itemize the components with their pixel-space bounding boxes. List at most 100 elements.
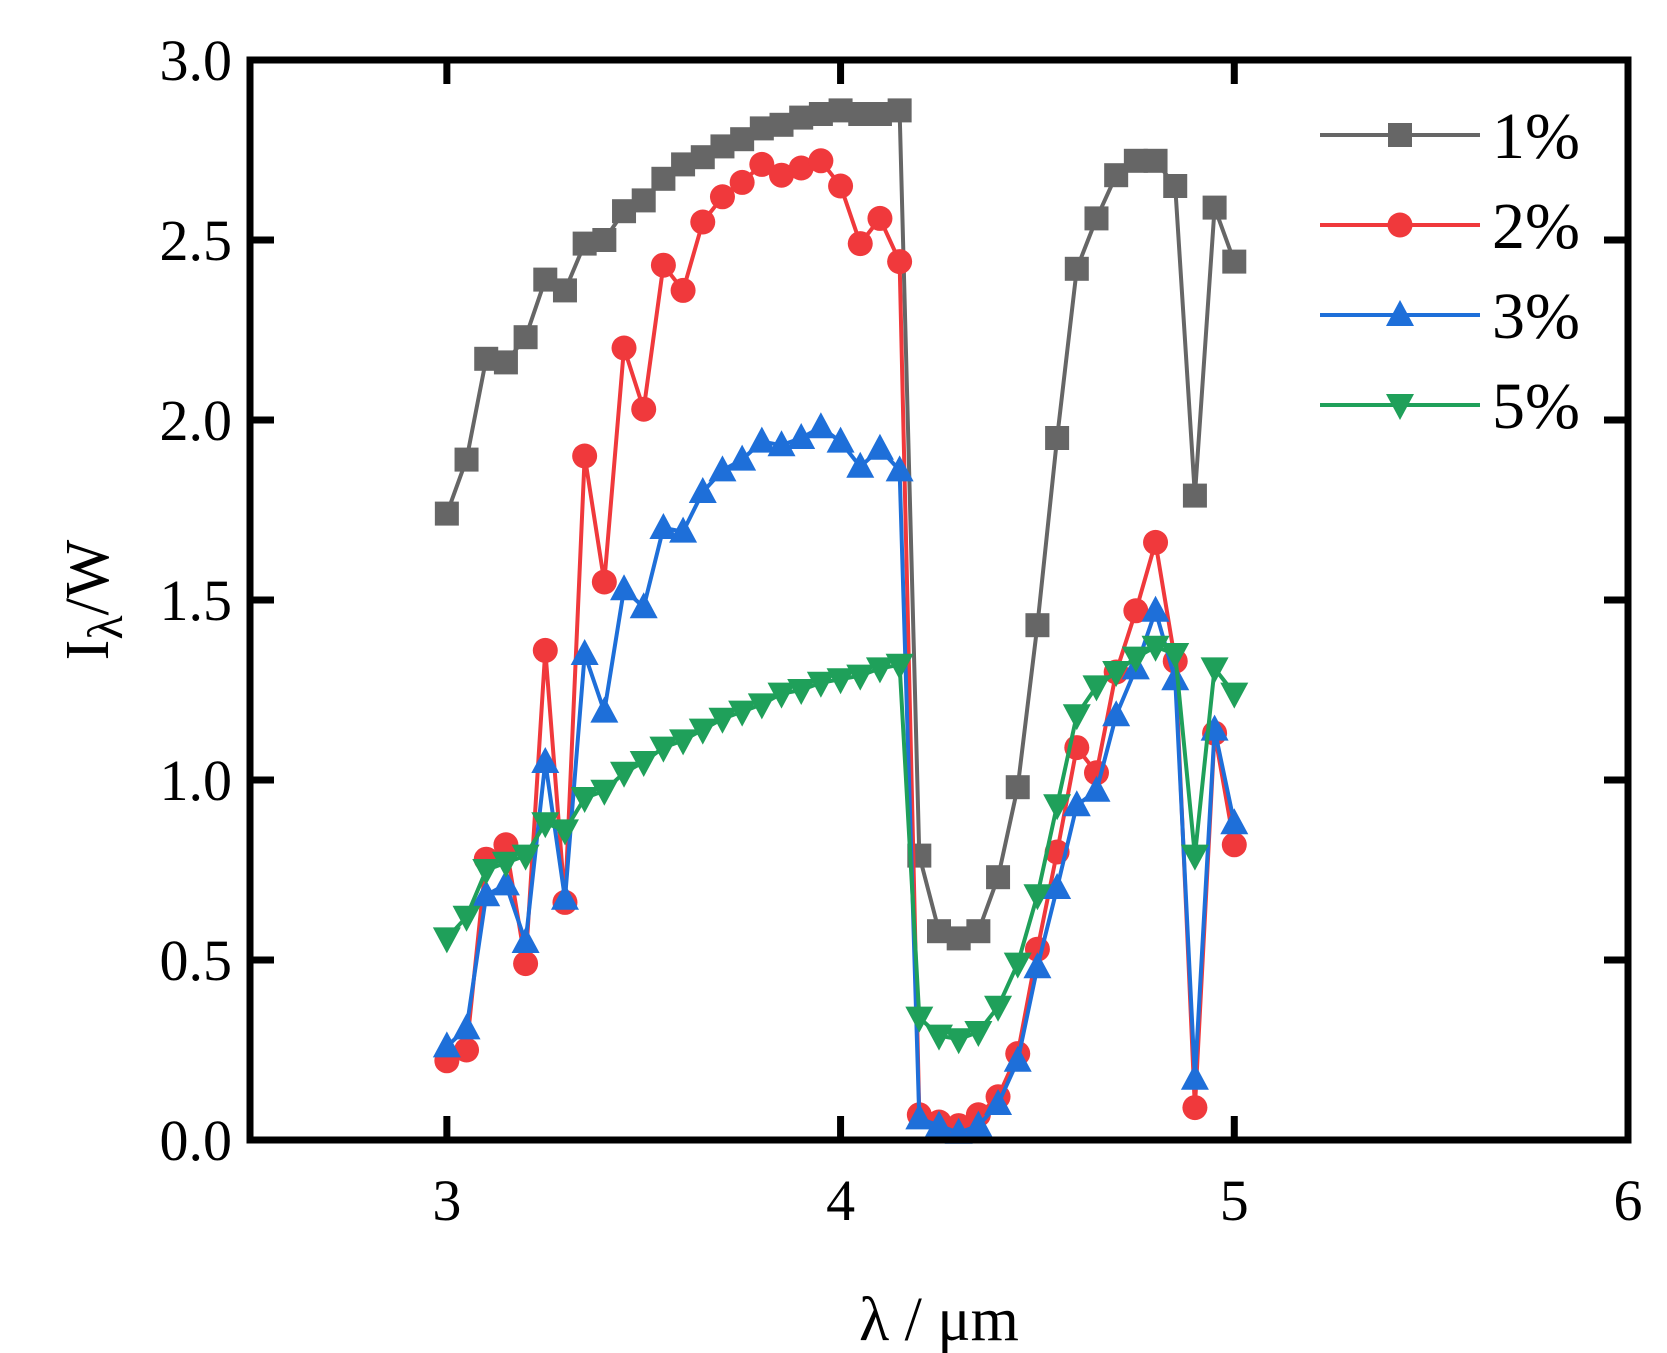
data-point [688,477,717,503]
data-point [1220,682,1249,709]
data-point [670,277,696,303]
data-point [631,396,657,422]
data-point [434,501,459,526]
data-point [454,447,479,472]
data-point [1180,1063,1209,1090]
series-4 [432,635,1249,1055]
axes: 0.0 0.5 1.0 1.5 2.0 2.5 3.0 3 4 5 6 [160,28,1643,1233]
data-point [925,1110,953,1137]
data-point [788,155,814,181]
data-point [650,252,676,278]
data-point [491,869,520,896]
data-point [669,729,698,756]
data-point [1161,643,1190,669]
data-point [905,1006,934,1033]
data-point [846,451,875,478]
y-tick-label: 1.5 [160,568,233,633]
data-point [887,98,912,123]
data-point [610,574,639,601]
data-point [452,1013,481,1040]
legend-label: 2% [1492,190,1580,263]
data-point [887,249,913,275]
data-point [491,851,520,878]
data-point [610,761,639,788]
data-point [590,696,619,723]
y-tick-label: 1.0 [160,748,233,813]
plot-frame [246,56,1632,1144]
x-tick-label: 3 [432,1168,461,1233]
data-point [747,426,776,453]
data-point [550,883,579,910]
y-tick-label: 3.0 [160,28,233,93]
data-point [1003,952,1032,979]
data-point [729,169,755,195]
x-tick-label: 4 [826,1168,855,1233]
data-point [747,693,776,720]
data-point [1161,664,1190,691]
data-point [1121,646,1150,673]
data-point [885,455,914,482]
legend-label: 1% [1492,100,1580,173]
data-point [452,905,481,932]
legend-marker [1387,212,1413,238]
series-line [445,425,1237,1135]
data-point [1082,675,1111,702]
data-point [787,423,816,449]
y-axis-title: Iλ/W [54,539,133,660]
y-tick-label: 2.0 [160,388,233,453]
data-point [1005,775,1030,800]
data-point [767,430,796,457]
data-point [532,637,558,663]
data-point [984,995,1013,1022]
series-1 [434,98,1247,951]
data-point [472,880,501,907]
data-point [572,443,598,469]
data-point [1182,1095,1208,1121]
x-tick-label: 6 [1614,1168,1643,1233]
data-point [925,1024,953,1051]
data-point [867,205,893,231]
data-point [1141,595,1170,622]
legend-label: 3% [1492,280,1580,353]
data-point [1180,844,1209,871]
data-point [1023,884,1052,911]
data-point [1221,832,1247,858]
data-point [550,819,579,846]
data-point [629,751,658,777]
data-point [1143,529,1169,555]
data-point [847,231,873,257]
data-point [531,812,560,839]
data-point [1202,195,1227,220]
data-point [1064,256,1089,281]
data-point [728,444,757,471]
data-point [513,951,539,977]
data-point [885,653,914,680]
data-point [1062,790,1091,817]
data-point [806,412,835,439]
plot-area [432,98,1249,1144]
data-point [1200,657,1229,684]
data-point [454,1037,480,1063]
data-point [493,832,519,858]
data-point [708,707,737,734]
data-point [649,736,678,763]
data-point [1220,808,1249,835]
data-point [828,173,854,199]
data-point [1163,174,1188,198]
data-point [1222,249,1247,274]
data-point [964,1110,993,1137]
data-point [1102,661,1131,687]
data-point [669,516,698,543]
legend-item-4: 5% [1320,370,1580,443]
data-point [1045,426,1070,450]
data-point [808,148,834,174]
data-point [787,679,816,705]
data-point [1062,704,1091,731]
x-axis-title: λ / μm [859,1286,1019,1353]
data-point [570,639,599,665]
y-tick-label: 0.0 [160,1108,233,1173]
data-point [966,919,991,944]
data-point [1084,206,1109,231]
data-point [1182,483,1207,508]
